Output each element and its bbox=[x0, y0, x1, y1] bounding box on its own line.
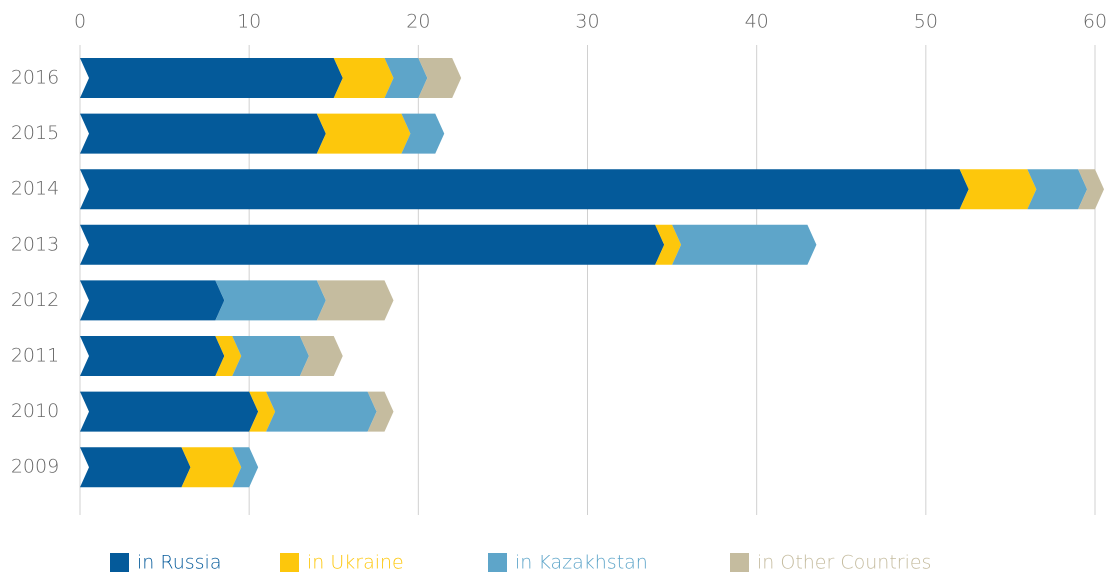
y-tick-label: 2016 bbox=[11, 67, 59, 89]
bar-segment bbox=[80, 447, 191, 488]
bar-segment bbox=[181, 447, 242, 488]
bar-segment bbox=[80, 58, 343, 98]
x-tick-label: 20 bbox=[406, 11, 430, 33]
y-tick-label: 2014 bbox=[11, 178, 59, 200]
bar-segment bbox=[80, 280, 225, 321]
y-tick-label: 2013 bbox=[11, 233, 59, 255]
bar-segment bbox=[249, 391, 276, 432]
bar-segment bbox=[215, 336, 242, 376]
bar-segment bbox=[1027, 169, 1088, 210]
bar-segment bbox=[80, 336, 225, 376]
y-tick-label: 2015 bbox=[11, 122, 59, 144]
legend-swatch bbox=[110, 553, 129, 572]
x-tick-label: 60 bbox=[1083, 11, 1107, 33]
bar-segment bbox=[959, 169, 1037, 210]
legend-label: in Other Countries bbox=[757, 552, 931, 574]
bar-segment bbox=[80, 113, 326, 154]
bar-segment bbox=[316, 113, 411, 154]
y-tick-label: 2012 bbox=[11, 289, 59, 311]
bar-segment bbox=[266, 391, 377, 432]
x-tick-label: 10 bbox=[237, 11, 261, 33]
legend-label: in Kazakhstan bbox=[515, 552, 648, 574]
bar-segment bbox=[215, 280, 326, 321]
bar-segment bbox=[316, 280, 394, 321]
legend-label: in Ukraine bbox=[307, 552, 404, 574]
x-tick-label: 50 bbox=[914, 11, 938, 33]
bar-segment bbox=[80, 169, 969, 210]
bar-segment bbox=[80, 391, 259, 432]
bar-segment bbox=[655, 224, 682, 265]
legend-label: in Russia bbox=[137, 552, 221, 574]
x-tick-label: 0 bbox=[74, 11, 86, 33]
legend-swatch bbox=[280, 553, 299, 572]
bar-segment bbox=[384, 58, 428, 98]
x-tick-label: 40 bbox=[745, 11, 769, 33]
legend-swatch bbox=[488, 553, 507, 572]
bar-segment bbox=[418, 58, 462, 98]
y-tick-label: 2011 bbox=[11, 345, 59, 367]
bar-segment bbox=[401, 113, 445, 154]
bar-segment bbox=[232, 336, 309, 376]
legend-swatch bbox=[730, 553, 749, 572]
bar-segment bbox=[1078, 169, 1104, 210]
bar-segment bbox=[367, 391, 394, 432]
bar-segment bbox=[333, 58, 394, 98]
y-tick-label: 2009 bbox=[11, 456, 59, 478]
x-tick-label: 30 bbox=[575, 11, 599, 33]
bar-segment bbox=[80, 224, 665, 265]
bar-segment bbox=[299, 336, 343, 376]
y-tick-label: 2010 bbox=[11, 400, 59, 422]
bar-segment bbox=[672, 224, 817, 265]
bar-segment bbox=[232, 447, 259, 488]
